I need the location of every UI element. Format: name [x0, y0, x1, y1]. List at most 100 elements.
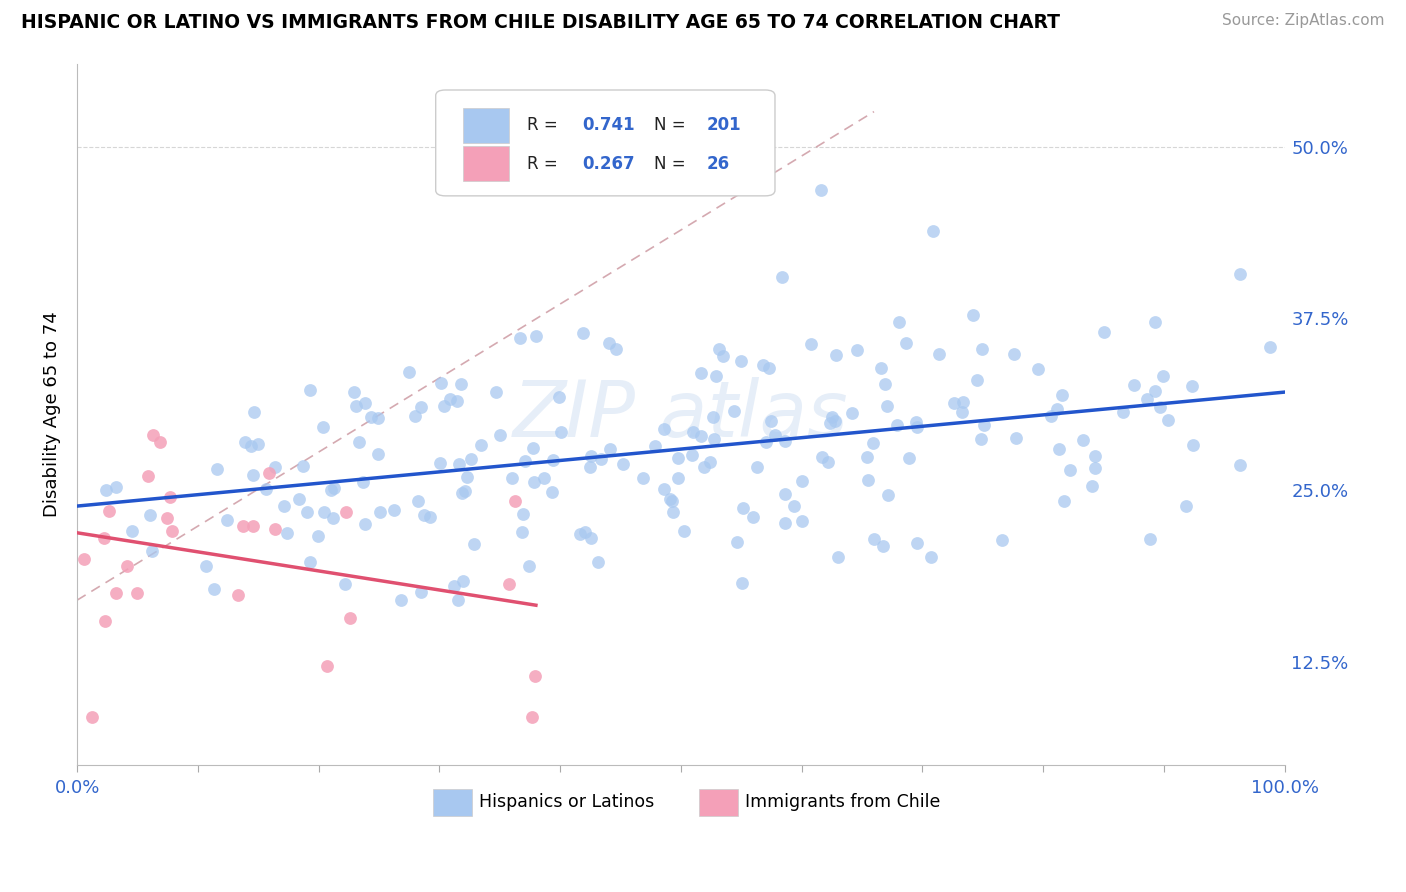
Text: N =: N =: [654, 155, 692, 173]
Point: [1157, 413, 1180, 427]
Point: [770, 269, 793, 284]
Point: [1229, 458, 1251, 473]
Point: [1181, 379, 1204, 393]
Point: [512, 508, 534, 522]
Text: ZIP atlas: ZIP atlas: [513, 376, 849, 452]
Point: [846, 343, 869, 357]
Point: [572, 326, 595, 341]
Point: [589, 452, 612, 467]
Point: [862, 533, 884, 547]
Point: [125, 586, 148, 600]
Bar: [464, 146, 509, 181]
Point: [404, 409, 426, 423]
Point: [323, 481, 346, 495]
Point: [298, 383, 321, 397]
Point: [599, 442, 621, 456]
Point: [354, 396, 377, 410]
Text: Hispanics or Latinos: Hispanics or Latinos: [479, 793, 654, 811]
Point: [702, 409, 724, 424]
Point: [693, 460, 716, 475]
Point: [862, 436, 884, 450]
Point: [783, 499, 806, 513]
Point: [792, 514, 814, 528]
Point: [138, 508, 160, 522]
Point: [447, 457, 470, 471]
Point: [509, 331, 531, 345]
Bar: [699, 789, 738, 815]
Point: [972, 342, 994, 356]
Point: [763, 428, 786, 442]
Y-axis label: Disability Age 65 to 74: Disability Age 65 to 74: [44, 311, 60, 517]
Point: [759, 414, 782, 428]
Point: [682, 425, 704, 439]
Point: [943, 396, 966, 410]
Point: [773, 434, 796, 448]
Point: [886, 418, 908, 433]
Point: [429, 457, 451, 471]
Point: [966, 373, 988, 387]
Point: [666, 471, 689, 485]
Point: [339, 610, 361, 624]
Text: N =: N =: [654, 116, 692, 134]
Point: [752, 358, 775, 372]
Point: [1182, 438, 1205, 452]
Point: [299, 555, 322, 569]
Point: [98, 504, 121, 518]
Point: [443, 579, 465, 593]
Point: [456, 470, 478, 484]
Point: [856, 473, 879, 487]
Point: [699, 455, 721, 469]
Point: [512, 525, 534, 540]
Point: [239, 439, 262, 453]
Point: [142, 428, 165, 442]
Point: [288, 491, 311, 506]
Point: [447, 593, 470, 607]
Text: 0.741: 0.741: [582, 116, 634, 134]
Point: [707, 343, 730, 357]
Point: [586, 555, 609, 569]
Point: [1149, 400, 1171, 414]
Point: [1112, 405, 1135, 419]
Point: [353, 516, 375, 531]
Point: [291, 458, 314, 473]
Text: R =: R =: [527, 155, 564, 173]
Point: [498, 576, 520, 591]
Point: [333, 577, 356, 591]
Point: [950, 405, 973, 419]
Point: [450, 377, 472, 392]
Point: [520, 710, 543, 724]
Point: [870, 361, 893, 376]
Point: [156, 510, 179, 524]
Point: [644, 439, 666, 453]
Point: [408, 493, 430, 508]
Point: [690, 366, 713, 380]
Point: [297, 506, 319, 520]
Point: [547, 391, 569, 405]
Point: [517, 559, 540, 574]
Point: [704, 369, 727, 384]
Point: [316, 659, 339, 673]
Point: [1046, 402, 1069, 417]
Point: [810, 184, 832, 198]
Point: [658, 492, 681, 507]
Point: [419, 510, 441, 524]
Point: [524, 669, 547, 683]
Point: [578, 460, 600, 475]
Point: [242, 405, 264, 419]
Point: [755, 434, 778, 449]
Point: [409, 401, 432, 415]
Point: [1071, 433, 1094, 447]
Point: [672, 524, 695, 539]
Text: Source: ZipAtlas.com: Source: ZipAtlas.com: [1222, 13, 1385, 29]
Point: [398, 366, 420, 380]
Point: [159, 490, 181, 504]
Point: [450, 486, 472, 500]
Point: [991, 533, 1014, 548]
Point: [662, 504, 685, 518]
Point: [824, 414, 846, 428]
Point: [202, 582, 225, 596]
Point: [1139, 532, 1161, 546]
Point: [598, 335, 620, 350]
Text: HISPANIC OR LATINO VS IMMIGRANTS FROM CHILE DISABILITY AGE 65 TO 74 CORRELATION : HISPANIC OR LATINO VS IMMIGRANTS FROM CH…: [21, 13, 1060, 32]
Point: [335, 505, 357, 519]
